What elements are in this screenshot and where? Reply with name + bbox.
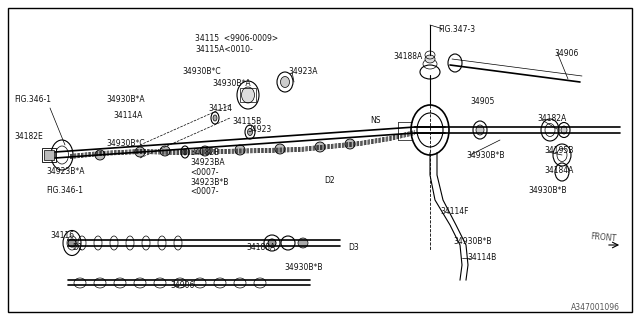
Text: 34923: 34923 bbox=[247, 124, 271, 133]
Text: 34115A<0010-: 34115A<0010- bbox=[195, 44, 253, 53]
Text: 34930B*C: 34930B*C bbox=[106, 139, 145, 148]
Circle shape bbox=[95, 150, 105, 160]
Bar bbox=[44, 150, 54, 160]
Circle shape bbox=[160, 146, 170, 156]
Text: 34923B*A: 34923B*A bbox=[46, 166, 84, 175]
Text: 34905: 34905 bbox=[470, 97, 494, 106]
Text: 34195B: 34195B bbox=[544, 146, 573, 155]
Text: 34114: 34114 bbox=[208, 103, 232, 113]
Text: 34188A: 34188A bbox=[246, 243, 275, 252]
Text: D2: D2 bbox=[324, 175, 335, 185]
Text: 34930B*B: 34930B*B bbox=[466, 150, 504, 159]
Ellipse shape bbox=[476, 125, 484, 135]
Circle shape bbox=[298, 238, 308, 248]
Ellipse shape bbox=[241, 87, 255, 103]
Text: FRONT: FRONT bbox=[590, 232, 617, 244]
Text: 34923BA: 34923BA bbox=[190, 157, 225, 166]
Text: 34930B*A: 34930B*A bbox=[106, 94, 145, 103]
Text: 34182E: 34182E bbox=[190, 148, 219, 156]
Circle shape bbox=[268, 239, 276, 247]
Text: 34114A: 34114A bbox=[113, 110, 142, 119]
Text: 34188A: 34188A bbox=[393, 52, 422, 60]
Ellipse shape bbox=[425, 55, 435, 63]
Text: <0007-: <0007- bbox=[190, 188, 218, 196]
Ellipse shape bbox=[280, 76, 289, 87]
Text: 34930B*B: 34930B*B bbox=[528, 186, 566, 195]
Text: FIG.347-3: FIG.347-3 bbox=[438, 25, 475, 34]
Circle shape bbox=[235, 145, 245, 155]
Text: FIG.346-1: FIG.346-1 bbox=[14, 94, 51, 103]
Text: 34930B*B: 34930B*B bbox=[284, 263, 323, 273]
Text: 34182E: 34182E bbox=[14, 132, 43, 140]
Bar bbox=[240, 88, 256, 102]
Text: 34114B: 34114B bbox=[467, 253, 496, 262]
Circle shape bbox=[68, 239, 76, 247]
Text: 34923A: 34923A bbox=[288, 67, 317, 76]
Text: 34906: 34906 bbox=[554, 49, 579, 58]
Text: D1: D1 bbox=[72, 243, 83, 252]
Circle shape bbox=[275, 144, 285, 154]
Text: 34930B*A: 34930B*A bbox=[212, 78, 251, 87]
Text: 34116: 34116 bbox=[50, 231, 74, 241]
Text: FIG.346-1: FIG.346-1 bbox=[46, 186, 83, 195]
Ellipse shape bbox=[248, 129, 253, 135]
Text: 34182A: 34182A bbox=[537, 114, 566, 123]
Text: 34114F: 34114F bbox=[440, 206, 468, 215]
Text: A347001096: A347001096 bbox=[571, 303, 620, 313]
Text: 34115  <9906-0009>: 34115 <9906-0009> bbox=[195, 34, 278, 43]
Text: 34906: 34906 bbox=[170, 282, 195, 291]
Text: 34930B*B: 34930B*B bbox=[453, 236, 492, 245]
Circle shape bbox=[345, 139, 355, 149]
Circle shape bbox=[135, 147, 145, 157]
Ellipse shape bbox=[561, 126, 567, 134]
Text: 34184A: 34184A bbox=[544, 165, 573, 174]
Text: <0007-: <0007- bbox=[190, 167, 218, 177]
Circle shape bbox=[200, 146, 210, 156]
Text: 34930B*C: 34930B*C bbox=[182, 67, 221, 76]
Text: NS: NS bbox=[370, 116, 381, 124]
Circle shape bbox=[315, 142, 325, 152]
Ellipse shape bbox=[213, 115, 217, 121]
Text: 34115B: 34115B bbox=[232, 116, 261, 125]
Bar bbox=[42, 148, 56, 162]
Text: D3: D3 bbox=[348, 243, 359, 252]
Ellipse shape bbox=[183, 149, 187, 155]
Text: 34923B*B: 34923B*B bbox=[190, 178, 228, 187]
